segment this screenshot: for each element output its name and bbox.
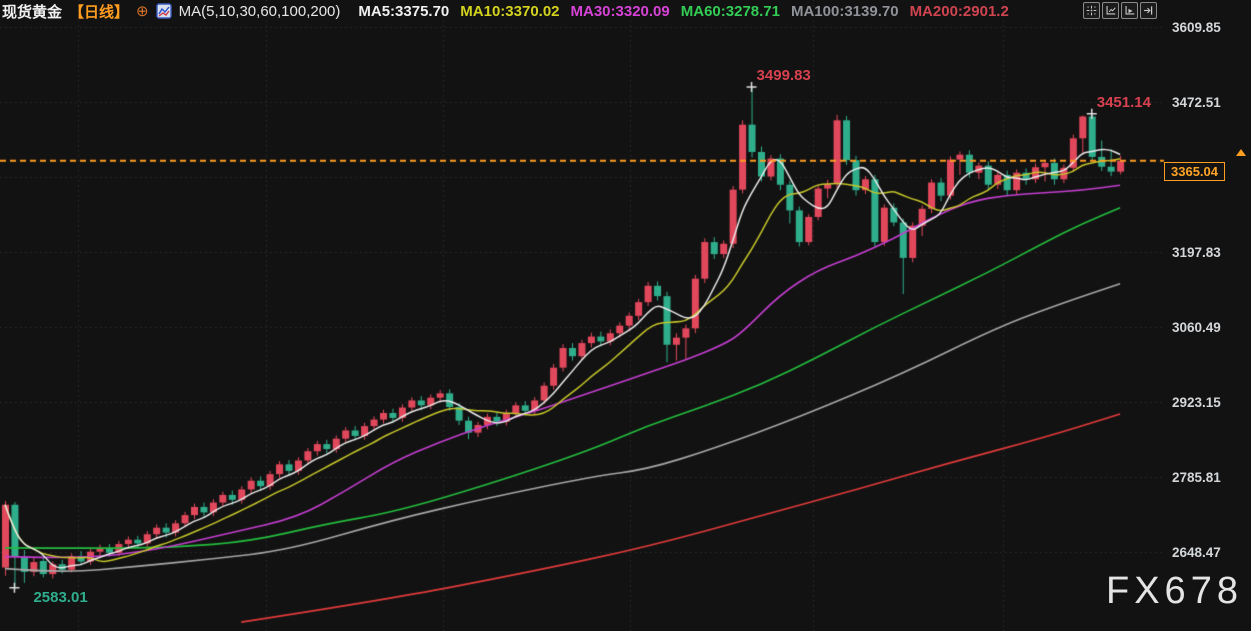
high-price-label: 3499.83	[756, 67, 811, 85]
ma-value-MA100: MA100:3139.70	[790, 2, 899, 20]
crosshair-tool-button[interactable]	[1083, 2, 1100, 19]
current-price-value: 3365.04	[1171, 164, 1218, 179]
symbol-title: 现货黄金	[2, 3, 63, 21]
ma-value-MA5: MA5:3375.70	[358, 2, 450, 20]
watermark: FX678	[1106, 570, 1243, 612]
axis-scale-tool-button[interactable]	[1102, 2, 1119, 19]
indicator-icon[interactable]	[155, 3, 172, 19]
ma-value-MA10: MA10:3370.02	[460, 2, 560, 20]
add-indicator-icon[interactable]: ⊕	[136, 2, 149, 20]
ma-value-MA60: MA60:3278.71	[680, 2, 780, 20]
period-label[interactable]: 【日线】	[69, 3, 130, 21]
auto-scroll-tool-button[interactable]	[1121, 2, 1138, 19]
current-price-box: 3365.04	[1164, 162, 1225, 181]
low-price-label: 2583.01	[33, 588, 88, 606]
ma-settings-label[interactable]: MA(5,10,30,60,100,200)	[178, 2, 341, 20]
jump-to-latest-tool-button[interactable]	[1140, 2, 1157, 19]
ma-value-MA30: MA30:3320.09	[570, 2, 670, 20]
chart-toolbar	[1083, 2, 1157, 19]
latest-price-arrow[interactable]	[1236, 149, 1246, 156]
ma-value-MA200: MA200:2901.2	[909, 2, 1009, 20]
ma-values: MA5:3375.70 MA10:3370.02 MA30:3320.09 MA60:…	[347, 3, 1008, 20]
recent-high-price-label: 3451.14	[1096, 93, 1151, 111]
chart-header: 现货黄金 【日线】 ⊕ MA(5,10,30,60,100,200) MA5:3…	[2, 1, 1009, 21]
